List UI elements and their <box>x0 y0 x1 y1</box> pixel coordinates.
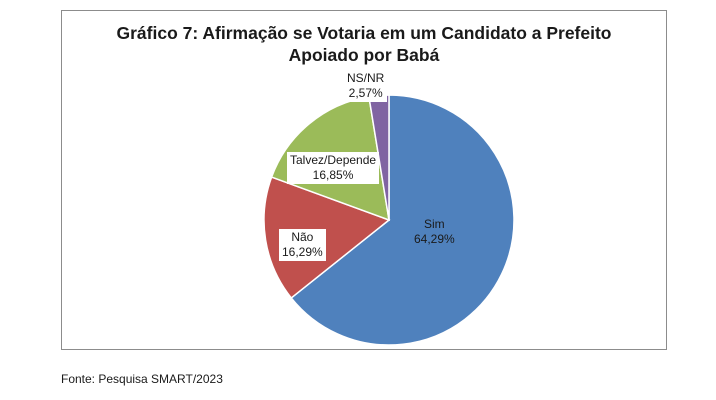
slice-label-nsnr: NS/NR 2,57% <box>344 70 388 102</box>
slice-value-nsnr: 2,57% <box>348 86 383 100</box>
slice-label-nao: Não 16,29% <box>279 229 326 261</box>
pie-chart <box>263 94 515 346</box>
slice-value-nao: 16,29% <box>282 245 323 259</box>
slice-value-sim: 64,29% <box>414 232 455 246</box>
slice-name-nao: Não <box>291 230 314 244</box>
pie-slice-nao <box>263 176 391 299</box>
chart-title-line-1: Gráfico 7: Afirmação se Votaria em um Ca… <box>116 23 612 43</box>
chart-title: Gráfico 7: Afirmação se Votaria em um Ca… <box>62 22 666 66</box>
slice-name-nsnr: NS/NR <box>347 71 385 85</box>
source-note: Fonte: Pesquisa SMART/2023 <box>61 372 223 386</box>
chart-frame: Gráfico 7: Afirmação se Votaria em um Ca… <box>61 10 667 350</box>
pie-slice-sim <box>290 94 515 346</box>
slice-name-talvez: Talvez/Depende <box>290 153 377 167</box>
slice-value-talvez: 16,85% <box>312 168 354 182</box>
slice-name-sim: Sim <box>424 217 445 231</box>
chart-title-line-2: Apoiado por Babá <box>288 45 440 65</box>
slice-label-sim: Sim 64,29% <box>414 217 455 247</box>
slice-label-talvez: Talvez/Depende 16,85% <box>287 152 380 184</box>
